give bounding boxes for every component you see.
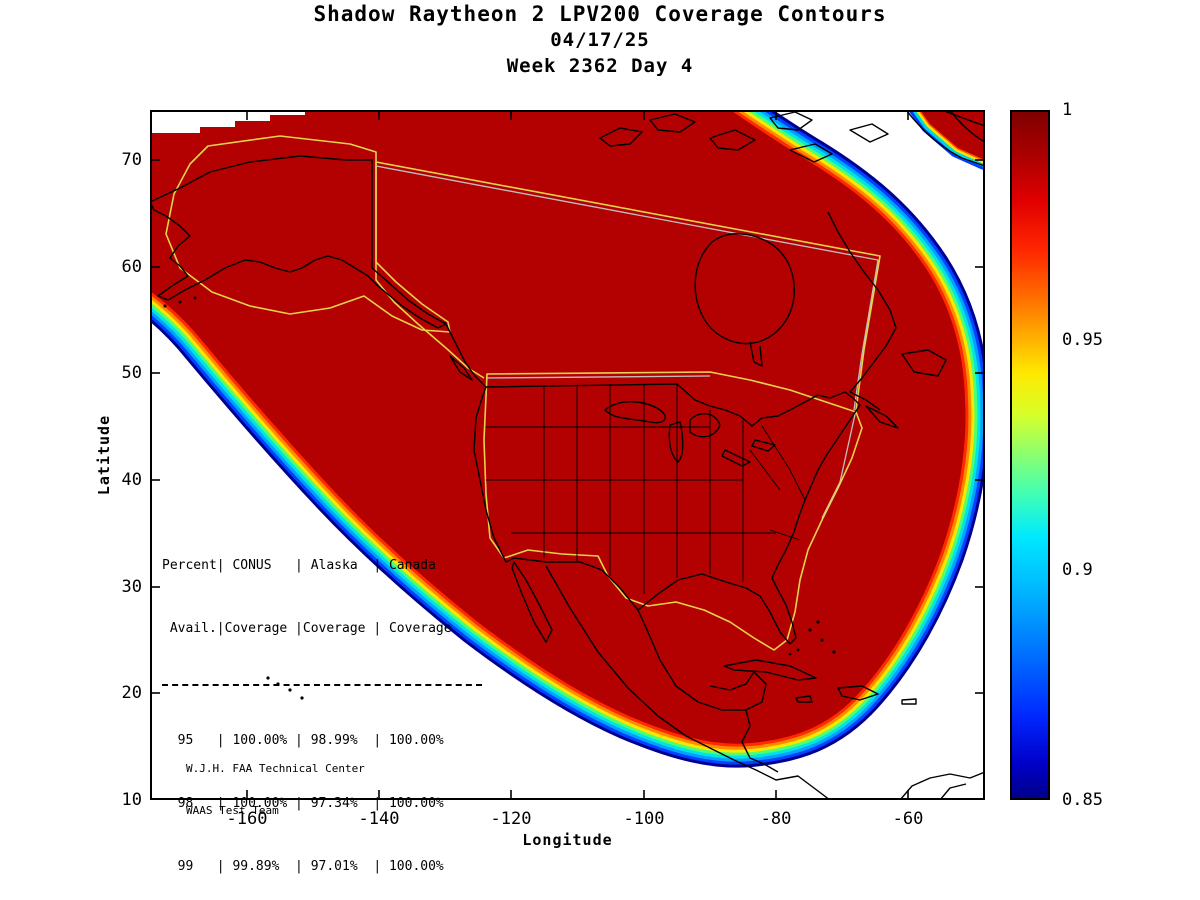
coastline-outlines — [150, 110, 985, 800]
coverage-table-row: 95 | 100.00% | 98.99% | 100.00% — [162, 733, 444, 748]
title-week-day: Week 2362 Day 4 — [506, 55, 694, 77]
colorbar-tick-label: 0.95 — [1062, 330, 1103, 350]
axes-frame — [150, 110, 985, 800]
x-tick-label: -140 — [358, 809, 400, 829]
coverage-table-divider — [162, 684, 482, 686]
coverage-table-row: 99 | 99.89% | 97.01% | 100.00% — [162, 859, 444, 874]
y-axis-label: Latitude — [95, 414, 113, 496]
gray-region-boundaries — [375, 165, 879, 519]
conus-boundary — [483, 371, 863, 651]
canada-boundary-west — [375, 162, 485, 379]
colorbar — [1010, 110, 1050, 800]
y-tick-label: 70 — [121, 150, 142, 170]
credit-line: W.J.H. FAA Technical Center — [186, 762, 365, 775]
x-tick-label: -100 — [623, 809, 665, 829]
credit-line: WAAS Test Team — [186, 804, 279, 817]
y-tick-label: 40 — [121, 470, 142, 490]
page-title: Shadow Raytheon 2 LPV200 Coverage Contou… — [313, 2, 887, 26]
colorbar-tick-label: 1 — [1062, 100, 1073, 120]
state-borders — [486, 384, 806, 594]
x-tick-label: -120 — [490, 809, 532, 829]
coverage-table-row: 98 | 100.00% | 97.34% | 100.00% — [162, 796, 444, 811]
x-tick-label: -60 — [892, 809, 924, 829]
y-tick-label: 50 — [121, 363, 142, 383]
coverage-table-header-row: Avail.|Coverage |Coverage | Coverage — [162, 621, 452, 636]
title-date: 04/17/25 — [550, 29, 650, 51]
y-tick-label: 10 — [121, 790, 142, 810]
x-tick-label: -80 — [760, 809, 792, 829]
colorbar-tick-label: 0.85 — [1062, 790, 1103, 810]
y-tick-label: 60 — [121, 257, 142, 277]
coverage-step-notch — [150, 110, 305, 133]
coverage-stats-table: Percent| CONUS | Alaska | Canada Avail.|… — [162, 513, 482, 900]
colorbar-tick-label: 0.9 — [1062, 560, 1093, 580]
x-tick-label: -160 — [226, 809, 268, 829]
credit-annotation: W.J.H. FAA Technical Center WAAS Test Te… — [186, 734, 365, 846]
x-axis-label: Longitude — [522, 831, 613, 849]
island-dots — [163, 296, 836, 700]
coverage-contour-bands — [150, 110, 985, 744]
y-tick-label: 30 — [121, 577, 142, 597]
coverage-map — [150, 110, 985, 800]
y-tick-label: 20 — [121, 683, 142, 703]
coverage-table-header-row: Percent| CONUS | Alaska | Canada — [162, 558, 436, 573]
